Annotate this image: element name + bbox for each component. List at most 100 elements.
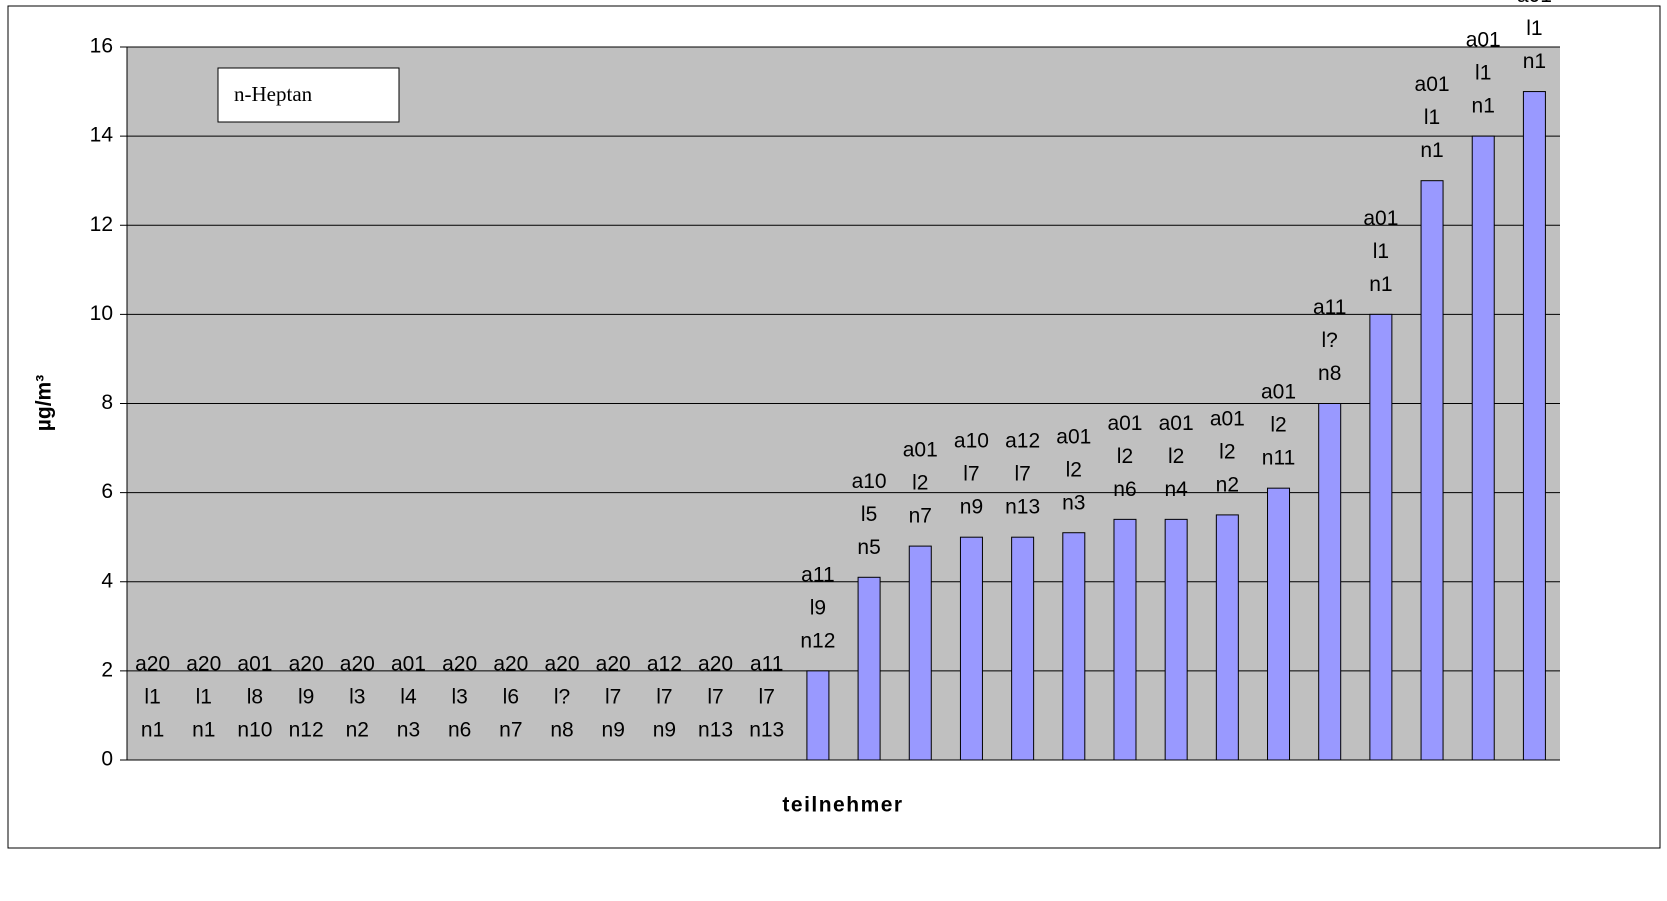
data-label: l2 — [1219, 440, 1235, 463]
data-label: l5 — [861, 503, 877, 526]
data-label: a01 — [903, 439, 938, 462]
y-axis-label: µg/m³ — [33, 375, 56, 431]
data-label: l7 — [1014, 463, 1030, 486]
data-label: n3 — [397, 719, 420, 742]
data-label: l7 — [605, 686, 621, 709]
bar — [1215, 514, 1239, 761]
data-label: a20 — [442, 653, 477, 676]
data-label: n9 — [602, 719, 625, 742]
y-tick-label: 10 — [90, 302, 113, 325]
y-tick-label: 4 — [101, 569, 113, 592]
y-tick-label: 16 — [90, 35, 113, 58]
data-label: n13 — [1005, 496, 1040, 519]
x-axis-label: teilnehmer — [782, 794, 903, 817]
y-tick-label: 6 — [101, 480, 113, 503]
data-label: n9 — [960, 496, 983, 519]
data-label: n2 — [346, 719, 369, 742]
data-label: a01 — [1261, 381, 1296, 404]
data-label: l7 — [963, 463, 979, 486]
data-label: l4 — [400, 686, 417, 709]
data-label: l1 — [1475, 62, 1491, 85]
data-label: n12 — [289, 719, 324, 742]
marks — [806, 91, 1546, 761]
data-label: l8 — [247, 686, 263, 709]
data-label: a11 — [1313, 296, 1346, 319]
data-label: l3 — [451, 686, 467, 709]
data-label: a10 — [852, 470, 887, 493]
data-label: l1 — [1424, 106, 1440, 129]
data-label: n8 — [550, 719, 573, 742]
data-label: a20 — [340, 653, 375, 676]
data-label: a20 — [596, 653, 631, 676]
data-label: a01 — [1159, 412, 1194, 435]
data-label: n1 — [141, 719, 164, 742]
data-label: a12 — [1005, 430, 1040, 453]
data-label: a10 — [954, 430, 989, 453]
data-label: n8 — [1318, 362, 1341, 385]
data-label: a20 — [698, 653, 733, 676]
data-label: a12 — [647, 653, 682, 676]
data-label: n1 — [1523, 50, 1546, 73]
data-label: n1 — [192, 719, 215, 742]
y-tick-label: 12 — [90, 213, 113, 236]
data-label: n13 — [698, 719, 733, 742]
bar — [1267, 487, 1291, 761]
data-label: n13 — [749, 719, 784, 742]
data-label: l3 — [349, 686, 365, 709]
data-label: l6 — [503, 686, 519, 709]
data-label: n1 — [1420, 139, 1443, 162]
data-label: a01 — [1517, 0, 1552, 7]
data-label: a20 — [289, 653, 324, 676]
data-label: l1 — [196, 686, 212, 709]
annotation-box — [217, 67, 400, 123]
bar — [857, 576, 881, 761]
data-label: l2 — [1270, 414, 1286, 437]
data-label: a01 — [391, 653, 426, 676]
data-label: n10 — [237, 719, 272, 742]
data-label: a11 — [801, 563, 834, 586]
bar — [1011, 536, 1035, 761]
data-label: a01 — [237, 653, 272, 676]
y-tick-label: 2 — [101, 658, 113, 681]
data-label: n9 — [653, 719, 676, 742]
data-label: a01 — [1210, 407, 1245, 430]
data-label: l1 — [1526, 17, 1542, 40]
data-label: n1 — [1369, 273, 1392, 296]
data-label: l7 — [759, 686, 775, 709]
y-tick-label: 0 — [101, 748, 113, 771]
data-label: n12 — [800, 629, 835, 652]
data-label: a01 — [1415, 73, 1450, 96]
data-label: l? — [554, 686, 570, 709]
data-label: a20 — [135, 653, 170, 676]
data-label: l7 — [707, 686, 723, 709]
data-label: l9 — [298, 686, 314, 709]
bar — [1369, 313, 1393, 761]
bar — [1420, 180, 1444, 761]
data-label: a20 — [493, 653, 528, 676]
data-label: n11 — [1262, 447, 1295, 470]
y-tick-label: 8 — [101, 391, 113, 414]
data-label: l1 — [1373, 240, 1389, 263]
bar — [1164, 518, 1188, 761]
bar — [1318, 403, 1342, 761]
data-label: n7 — [909, 505, 932, 528]
data-label: a01 — [1056, 425, 1091, 448]
data-label: a20 — [544, 653, 579, 676]
annotation: n-Heptan — [234, 82, 313, 106]
data-label: n6 — [448, 719, 471, 742]
data-label: n1 — [1472, 95, 1495, 118]
data-label: a20 — [186, 653, 221, 676]
data-label: a01 — [1466, 29, 1501, 52]
data-label: n4 — [1164, 478, 1188, 501]
data-label: n7 — [499, 719, 522, 742]
data-label: l2 — [912, 472, 928, 495]
data-label: a01 — [1107, 412, 1142, 435]
data-label: l7 — [656, 686, 672, 709]
y-tick-label: 14 — [90, 124, 114, 147]
data-label: l2 — [1117, 445, 1133, 468]
bar — [908, 545, 932, 761]
bar — [806, 670, 830, 761]
data-label: l? — [1322, 329, 1338, 352]
data-label: a01 — [1363, 207, 1398, 230]
